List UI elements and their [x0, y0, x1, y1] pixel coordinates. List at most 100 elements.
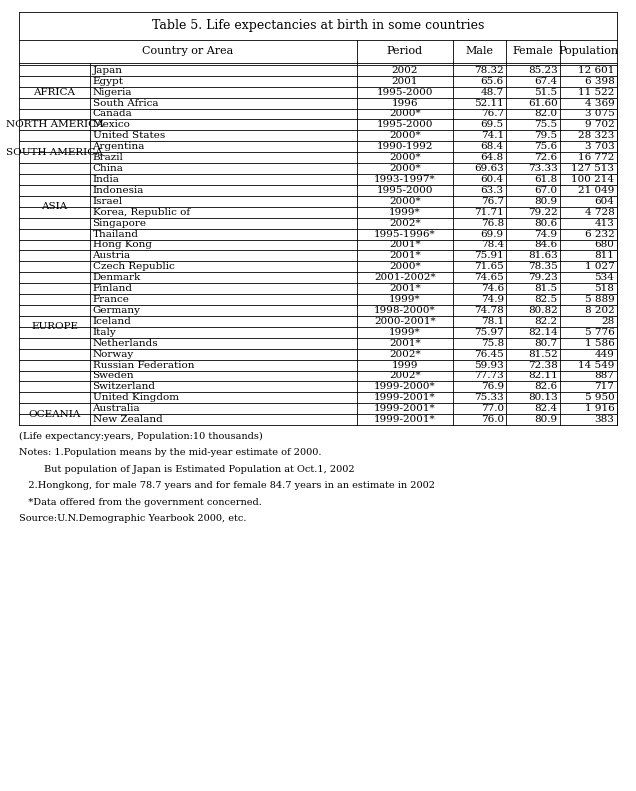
Text: 2002: 2002: [391, 66, 418, 75]
Text: 77.73: 77.73: [474, 372, 504, 380]
Text: 82.5: 82.5: [534, 295, 558, 304]
Text: 100 214: 100 214: [571, 175, 614, 184]
Text: 61.8: 61.8: [534, 175, 558, 184]
Text: 76.7: 76.7: [481, 109, 504, 119]
Text: 79.22: 79.22: [528, 208, 558, 217]
Text: 1999*: 1999*: [389, 295, 420, 304]
Text: 68.4: 68.4: [481, 142, 504, 151]
Text: 534: 534: [595, 273, 614, 282]
Text: OCEANIA: OCEANIA: [29, 410, 81, 418]
Text: 6 398: 6 398: [584, 77, 614, 85]
Text: 717: 717: [595, 382, 614, 392]
Text: 52.11: 52.11: [474, 99, 504, 108]
Text: 76.0: 76.0: [481, 415, 504, 424]
Text: France: France: [93, 295, 130, 304]
Text: 2000-2001*: 2000-2001*: [374, 317, 436, 326]
Text: 69.5: 69.5: [481, 120, 504, 130]
Text: 51.5: 51.5: [534, 88, 558, 97]
Text: Netherlands: Netherlands: [93, 339, 158, 348]
Text: Argentina: Argentina: [93, 142, 145, 151]
Text: 82.11: 82.11: [528, 372, 558, 380]
Text: 72.38: 72.38: [528, 361, 558, 369]
Text: 1998-2000*: 1998-2000*: [374, 306, 436, 315]
Text: 60.4: 60.4: [481, 175, 504, 184]
Text: 75.5: 75.5: [534, 120, 558, 130]
Text: Italy: Italy: [93, 327, 116, 337]
Text: Austria: Austria: [93, 252, 130, 260]
Text: 76.45: 76.45: [474, 350, 504, 358]
Text: 2001*: 2001*: [389, 339, 420, 348]
Text: 71.65: 71.65: [474, 263, 504, 271]
Text: 80.9: 80.9: [534, 197, 558, 206]
Text: Nigeria: Nigeria: [93, 88, 132, 97]
Text: 1990-1992: 1990-1992: [377, 142, 433, 151]
Text: 74.9: 74.9: [534, 229, 558, 239]
Text: 6 232: 6 232: [584, 229, 614, 239]
Text: 80.82: 80.82: [528, 306, 558, 315]
Text: 79.5: 79.5: [534, 131, 558, 140]
Text: Table 5. Life expectancies at birth in some countries: Table 5. Life expectancies at birth in s…: [152, 19, 484, 32]
Text: 1995-2000: 1995-2000: [377, 186, 433, 195]
Text: 2001-2002*: 2001-2002*: [374, 273, 436, 282]
Text: 1999-2000*: 1999-2000*: [374, 382, 436, 392]
Text: 75.91: 75.91: [474, 252, 504, 260]
Text: 2000*: 2000*: [389, 153, 420, 162]
Text: AFRICA: AFRICA: [34, 88, 76, 97]
Text: Population: Population: [558, 47, 619, 56]
Text: Denmark: Denmark: [93, 273, 141, 282]
Text: 127 513: 127 513: [571, 164, 614, 173]
Text: 65.6: 65.6: [481, 77, 504, 85]
Text: 811: 811: [595, 252, 614, 260]
Text: 74.78: 74.78: [474, 306, 504, 315]
Text: 2001: 2001: [391, 77, 418, 85]
Text: 85.23: 85.23: [528, 66, 558, 75]
Text: 82.14: 82.14: [528, 327, 558, 337]
Text: Egypt: Egypt: [93, 77, 123, 85]
Text: United States: United States: [93, 131, 165, 140]
Text: United Kingdom: United Kingdom: [93, 393, 179, 403]
Text: 76.9: 76.9: [481, 382, 504, 392]
Text: 78.4: 78.4: [481, 240, 504, 249]
Text: 1999-2001*: 1999-2001*: [374, 415, 436, 424]
Text: 680: 680: [595, 240, 614, 249]
Text: Australia: Australia: [93, 404, 140, 413]
Text: 80.9: 80.9: [534, 415, 558, 424]
Text: 2001*: 2001*: [389, 284, 420, 293]
Text: 604: 604: [595, 197, 614, 206]
Text: 84.6: 84.6: [534, 240, 558, 249]
Text: 74.6: 74.6: [481, 284, 504, 293]
Text: Period: Period: [387, 47, 423, 56]
Text: 2002*: 2002*: [389, 218, 420, 228]
Text: 4 369: 4 369: [584, 99, 614, 108]
Text: Singapore: Singapore: [93, 218, 146, 228]
Text: 71.71: 71.71: [474, 208, 504, 217]
Text: 81.5: 81.5: [534, 284, 558, 293]
Text: 82.0: 82.0: [534, 109, 558, 119]
Text: 75.8: 75.8: [481, 339, 504, 348]
Text: But population of Japan is Estimated Population at Oct.1, 2002: But population of Japan is Estimated Pop…: [19, 464, 355, 474]
Text: 82.6: 82.6: [534, 382, 558, 392]
Text: 75.97: 75.97: [474, 327, 504, 337]
Text: India: India: [93, 175, 120, 184]
Text: 16 772: 16 772: [578, 153, 614, 162]
Text: 12 601: 12 601: [578, 66, 614, 75]
Text: 76.8: 76.8: [481, 218, 504, 228]
Text: 78.35: 78.35: [528, 263, 558, 271]
Text: 2.Hongkong, for male 78.7 years and for female 84.7 years in an estimate in 2002: 2.Hongkong, for male 78.7 years and for …: [19, 481, 435, 490]
Text: 1999-2001*: 1999-2001*: [374, 393, 436, 403]
Text: 82.2: 82.2: [534, 317, 558, 326]
Text: Indonesia: Indonesia: [93, 186, 144, 195]
Text: 1999: 1999: [391, 361, 418, 369]
Text: 1 916: 1 916: [584, 404, 614, 413]
Text: 80.7: 80.7: [534, 339, 558, 348]
Text: Korea, Republic of: Korea, Republic of: [93, 208, 190, 217]
Text: 14 549: 14 549: [578, 361, 614, 369]
Text: 2001*: 2001*: [389, 240, 420, 249]
Text: 67.0: 67.0: [534, 186, 558, 195]
Text: 1996: 1996: [391, 99, 418, 108]
Text: 75.33: 75.33: [474, 393, 504, 403]
Text: 449: 449: [595, 350, 614, 358]
Text: 1995-2000: 1995-2000: [377, 88, 433, 97]
Text: 1999*: 1999*: [389, 208, 420, 217]
Text: Thailand: Thailand: [93, 229, 139, 239]
